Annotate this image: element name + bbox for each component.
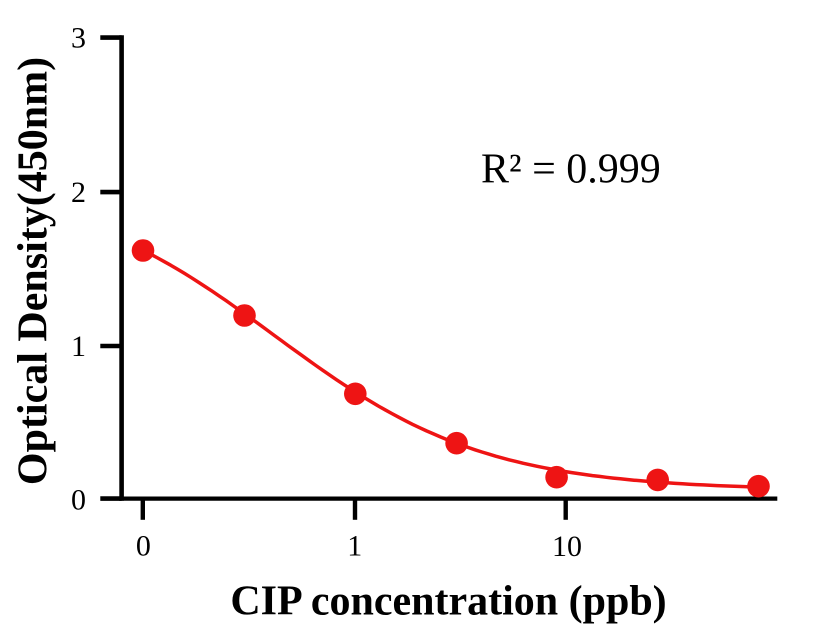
svg-text:1: 1	[71, 330, 86, 363]
svg-text:Optical Density(450nm): Optical Density(450nm)	[11, 57, 57, 485]
svg-text:0: 0	[71, 483, 86, 516]
svg-text:0: 0	[136, 530, 151, 563]
svg-text:3: 3	[71, 22, 86, 55]
svg-text:R² = 0.999: R² = 0.999	[481, 147, 661, 193]
svg-text:10: 10	[552, 530, 582, 563]
svg-text:2: 2	[71, 176, 86, 209]
svg-text:1: 1	[347, 530, 362, 563]
svg-text:CIP concentration (ppb): CIP concentration (ppb)	[230, 579, 666, 625]
